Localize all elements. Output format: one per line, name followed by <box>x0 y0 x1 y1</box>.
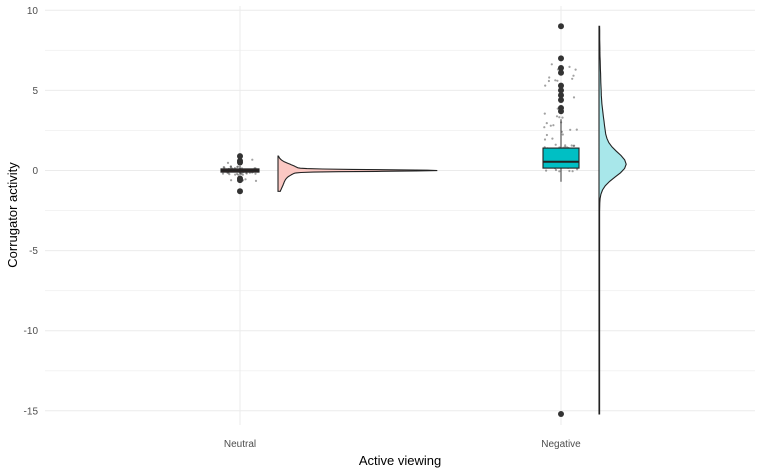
y-axis-title: Corrugator activity <box>5 162 20 268</box>
y-tick-label: 5 <box>32 86 38 97</box>
outlier-point <box>558 97 564 103</box>
raw-point <box>554 79 557 82</box>
raw-point <box>545 169 548 172</box>
outlier-point <box>558 69 564 76</box>
raw-point <box>545 122 548 125</box>
raw-point <box>548 76 551 79</box>
x-tick-labels: Neutral Negative <box>224 439 581 450</box>
outlier-point <box>237 159 243 166</box>
raw-point <box>236 165 239 169</box>
x-tick-label: Negative <box>541 439 581 450</box>
y-tick-label: 0 <box>32 166 38 177</box>
outlier-point <box>558 65 564 71</box>
raw-point <box>575 128 578 131</box>
raw-point <box>237 173 240 176</box>
y-tick-label: -10 <box>24 326 39 337</box>
raw-point <box>574 68 577 71</box>
raw-point <box>564 144 567 147</box>
raw-point <box>570 144 573 147</box>
raw-point <box>543 138 547 141</box>
density-negative <box>598 25 627 415</box>
raw-point <box>543 112 546 115</box>
raw-point <box>544 84 547 87</box>
raw-point <box>226 161 230 164</box>
raw-point <box>568 65 571 68</box>
raw-point <box>554 168 558 172</box>
raw-point <box>549 124 552 127</box>
outlier-point <box>237 177 243 184</box>
outlier-point <box>558 82 564 89</box>
grid-lines <box>45 6 755 425</box>
raw-point <box>551 137 554 140</box>
raw-point <box>547 79 551 83</box>
raw-point <box>251 158 254 161</box>
y-tick-label: -5 <box>29 246 38 257</box>
raw-point <box>561 133 564 136</box>
y-tick-label: 10 <box>27 6 39 17</box>
raw-point <box>571 77 574 80</box>
y-tick-label: -15 <box>24 406 39 417</box>
raw-point <box>223 166 226 169</box>
outlier-point <box>558 92 564 99</box>
raw-point <box>230 179 233 182</box>
raw-point <box>245 172 248 175</box>
raw-point <box>572 74 575 77</box>
raw-point <box>558 116 561 119</box>
x-axis-title: Active viewing <box>359 453 441 468</box>
raw-point <box>554 143 557 146</box>
raw-point <box>234 173 237 176</box>
raw-point <box>571 170 574 173</box>
raw-point <box>568 169 571 173</box>
box-negative <box>542 147 580 169</box>
outlier-point <box>558 55 564 62</box>
raw-point <box>576 168 579 171</box>
density-neutral <box>277 155 438 192</box>
outlier-point <box>237 188 243 195</box>
raw-point <box>254 179 258 182</box>
x-tick-label: Neutral <box>224 439 256 450</box>
raw-point <box>558 170 561 173</box>
raw-point <box>229 165 232 168</box>
outlier-point <box>558 23 564 30</box>
outlier-point <box>237 153 243 160</box>
raw-point <box>543 126 546 129</box>
raw-point <box>572 144 575 147</box>
raw-point <box>572 96 576 99</box>
plot-marks <box>220 23 627 417</box>
raw-point <box>569 128 572 131</box>
raw-point <box>254 172 257 175</box>
raw-point <box>556 79 559 82</box>
raw-point <box>555 115 559 118</box>
raw-point <box>552 124 555 127</box>
raw-point <box>221 172 225 175</box>
y-tick-labels: 10 5 0 -5 -10 -15 <box>24 6 39 417</box>
raw-point <box>550 63 553 66</box>
raw-point <box>244 178 247 181</box>
raw-point <box>240 173 243 176</box>
outlier-point <box>558 87 564 94</box>
outlier-point <box>558 411 564 417</box>
raw-point <box>228 173 231 176</box>
outlier-point <box>558 108 564 115</box>
raw-point <box>561 116 564 119</box>
raw-point <box>545 133 549 137</box>
